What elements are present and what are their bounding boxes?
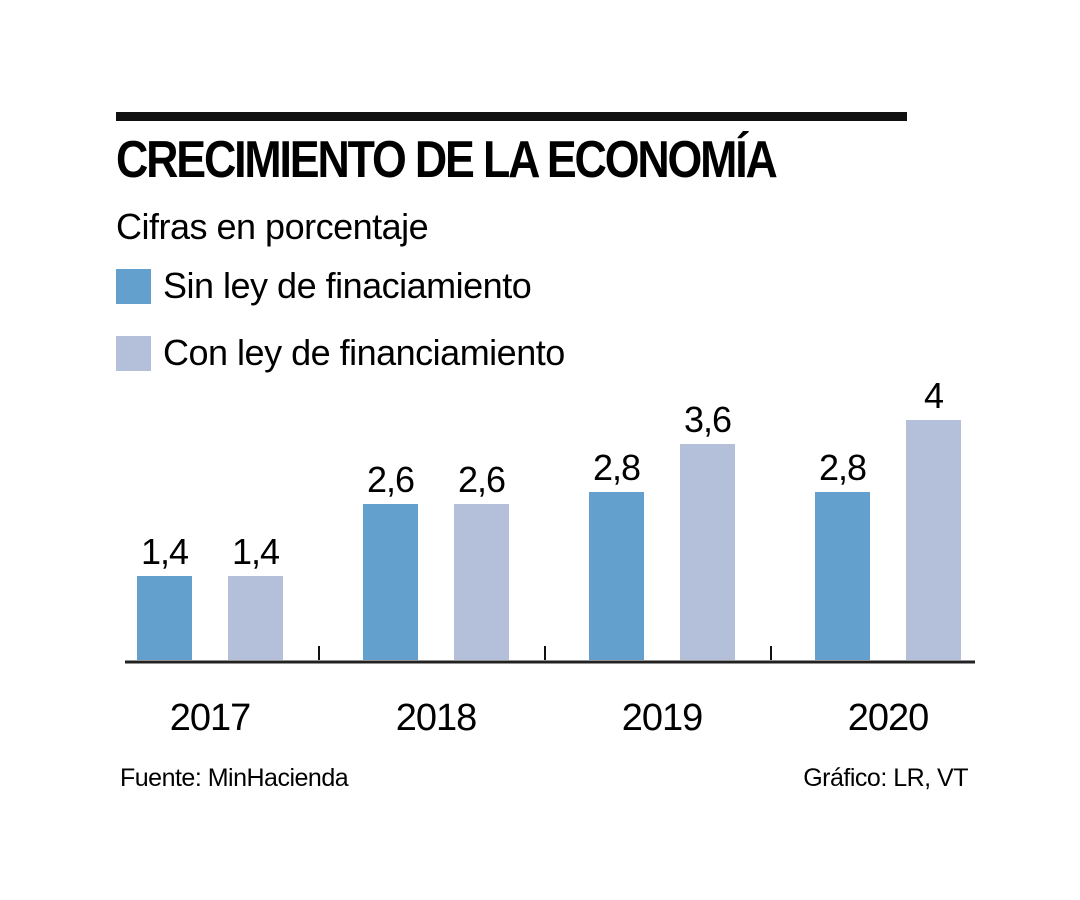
legend-swatch-con-ley xyxy=(116,335,151,371)
x-tick-label: 2017 xyxy=(170,697,251,739)
bar-con-ley-2020 xyxy=(906,420,961,660)
chart-subtitle: Cifras en porcentaje xyxy=(116,206,429,247)
x-tick-label: 2018 xyxy=(396,697,477,739)
data-label: 2,6 xyxy=(367,459,414,500)
chart-title: CRECIMIENTO DE LA ECONOMÍA xyxy=(116,131,778,189)
data-label: 2,8 xyxy=(593,447,640,488)
legend-swatch-sin-ley xyxy=(116,268,151,304)
bar-sin-ley-2020 xyxy=(815,492,870,660)
bar-con-ley-2018 xyxy=(454,504,509,660)
data-label: 3,6 xyxy=(684,399,731,440)
data-label: 4 xyxy=(924,375,943,416)
bar-sin-ley-2017 xyxy=(137,576,192,660)
bar-con-ley-2017 xyxy=(228,576,283,660)
title-rule xyxy=(116,112,907,121)
credit-note: Gráfico: LR, VT xyxy=(803,764,968,792)
bar-sin-ley-2018 xyxy=(363,504,418,660)
source-note: Fuente: MinHacienda xyxy=(120,764,349,792)
x-tick-label: 2020 xyxy=(848,697,929,739)
legend-item-sin-ley: Sin ley de finaciamiento xyxy=(116,264,532,308)
legend-label-sin-ley: Sin ley de finaciamiento xyxy=(163,265,532,306)
data-label: 2,8 xyxy=(819,447,866,488)
data-label: 1,4 xyxy=(232,531,279,572)
bar-con-ley-2019 xyxy=(680,444,735,660)
bar-sin-ley-2019 xyxy=(589,492,644,660)
data-label: 2,6 xyxy=(458,459,505,500)
x-tick-label: 2019 xyxy=(622,697,703,739)
data-label: 1,4 xyxy=(141,531,188,572)
legend-item-con-ley: Con ley de financiamiento xyxy=(116,331,565,375)
legend-label-con-ley: Con ley de financiamiento xyxy=(163,332,565,373)
